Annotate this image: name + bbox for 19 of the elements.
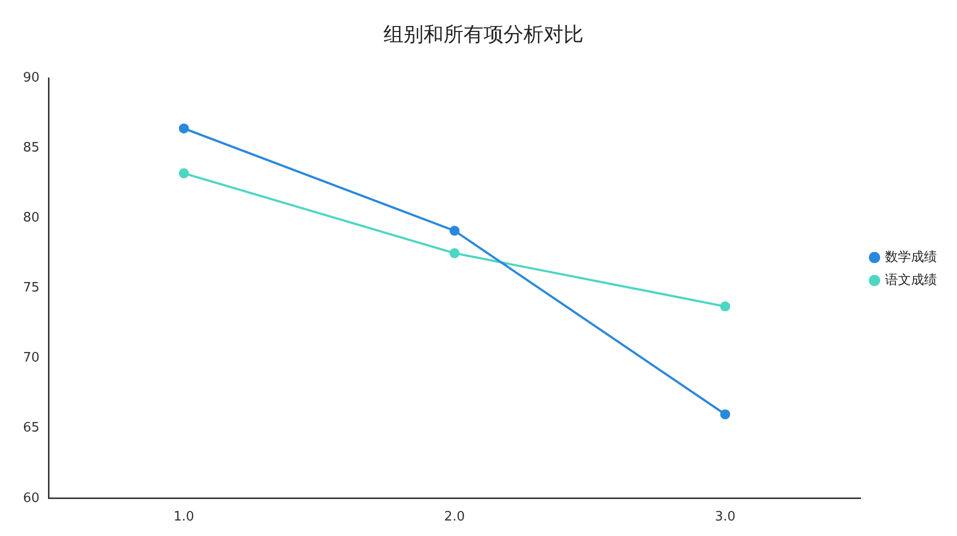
- y-tick-label: 70: [22, 350, 40, 366]
- y-tick-label: 85: [22, 140, 40, 156]
- point: [450, 248, 460, 258]
- legend-label: 语文成绩: [885, 272, 937, 288]
- y-tick-label: 60: [22, 490, 40, 506]
- y-tick-label: 75: [22, 280, 40, 296]
- chart-title: 组别和所有项分析对比: [384, 22, 584, 46]
- y-tick-label: 65: [22, 420, 40, 436]
- x-tick-label: 2.0: [444, 510, 465, 525]
- legend-label: 数学成绩: [885, 250, 937, 265]
- y-tick-label: 80: [22, 210, 40, 226]
- x-tick-label: 1.0: [174, 510, 194, 525]
- point: [720, 301, 730, 312]
- point: [178, 168, 189, 178]
- point: [178, 123, 189, 134]
- point: [450, 226, 460, 236]
- point: [720, 409, 730, 420]
- x-tick-label: 3.0: [714, 510, 736, 525]
- y-tick-label: 90: [22, 70, 40, 86]
